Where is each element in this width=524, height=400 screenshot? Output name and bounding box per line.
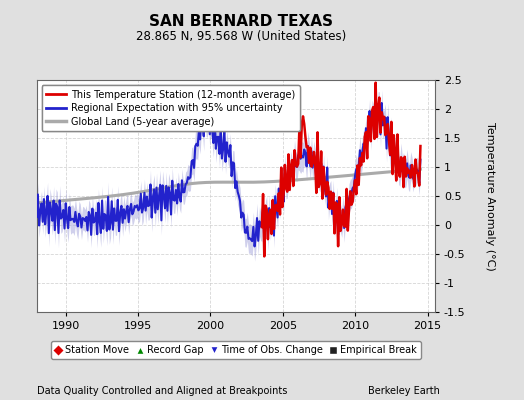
Legend: Station Move, Record Gap, Time of Obs. Change, Empirical Break: Station Move, Record Gap, Time of Obs. C… xyxy=(51,341,421,359)
Text: Data Quality Controlled and Aligned at Breakpoints: Data Quality Controlled and Aligned at B… xyxy=(37,386,287,396)
Y-axis label: Temperature Anomaly (°C): Temperature Anomaly (°C) xyxy=(485,122,495,270)
Text: 28.865 N, 95.568 W (United States): 28.865 N, 95.568 W (United States) xyxy=(136,30,346,43)
Text: Berkeley Earth: Berkeley Earth xyxy=(368,386,440,396)
Text: SAN BERNARD TEXAS: SAN BERNARD TEXAS xyxy=(149,14,333,29)
Legend: This Temperature Station (12-month average), Regional Expectation with 95% uncer: This Temperature Station (12-month avera… xyxy=(41,85,300,131)
